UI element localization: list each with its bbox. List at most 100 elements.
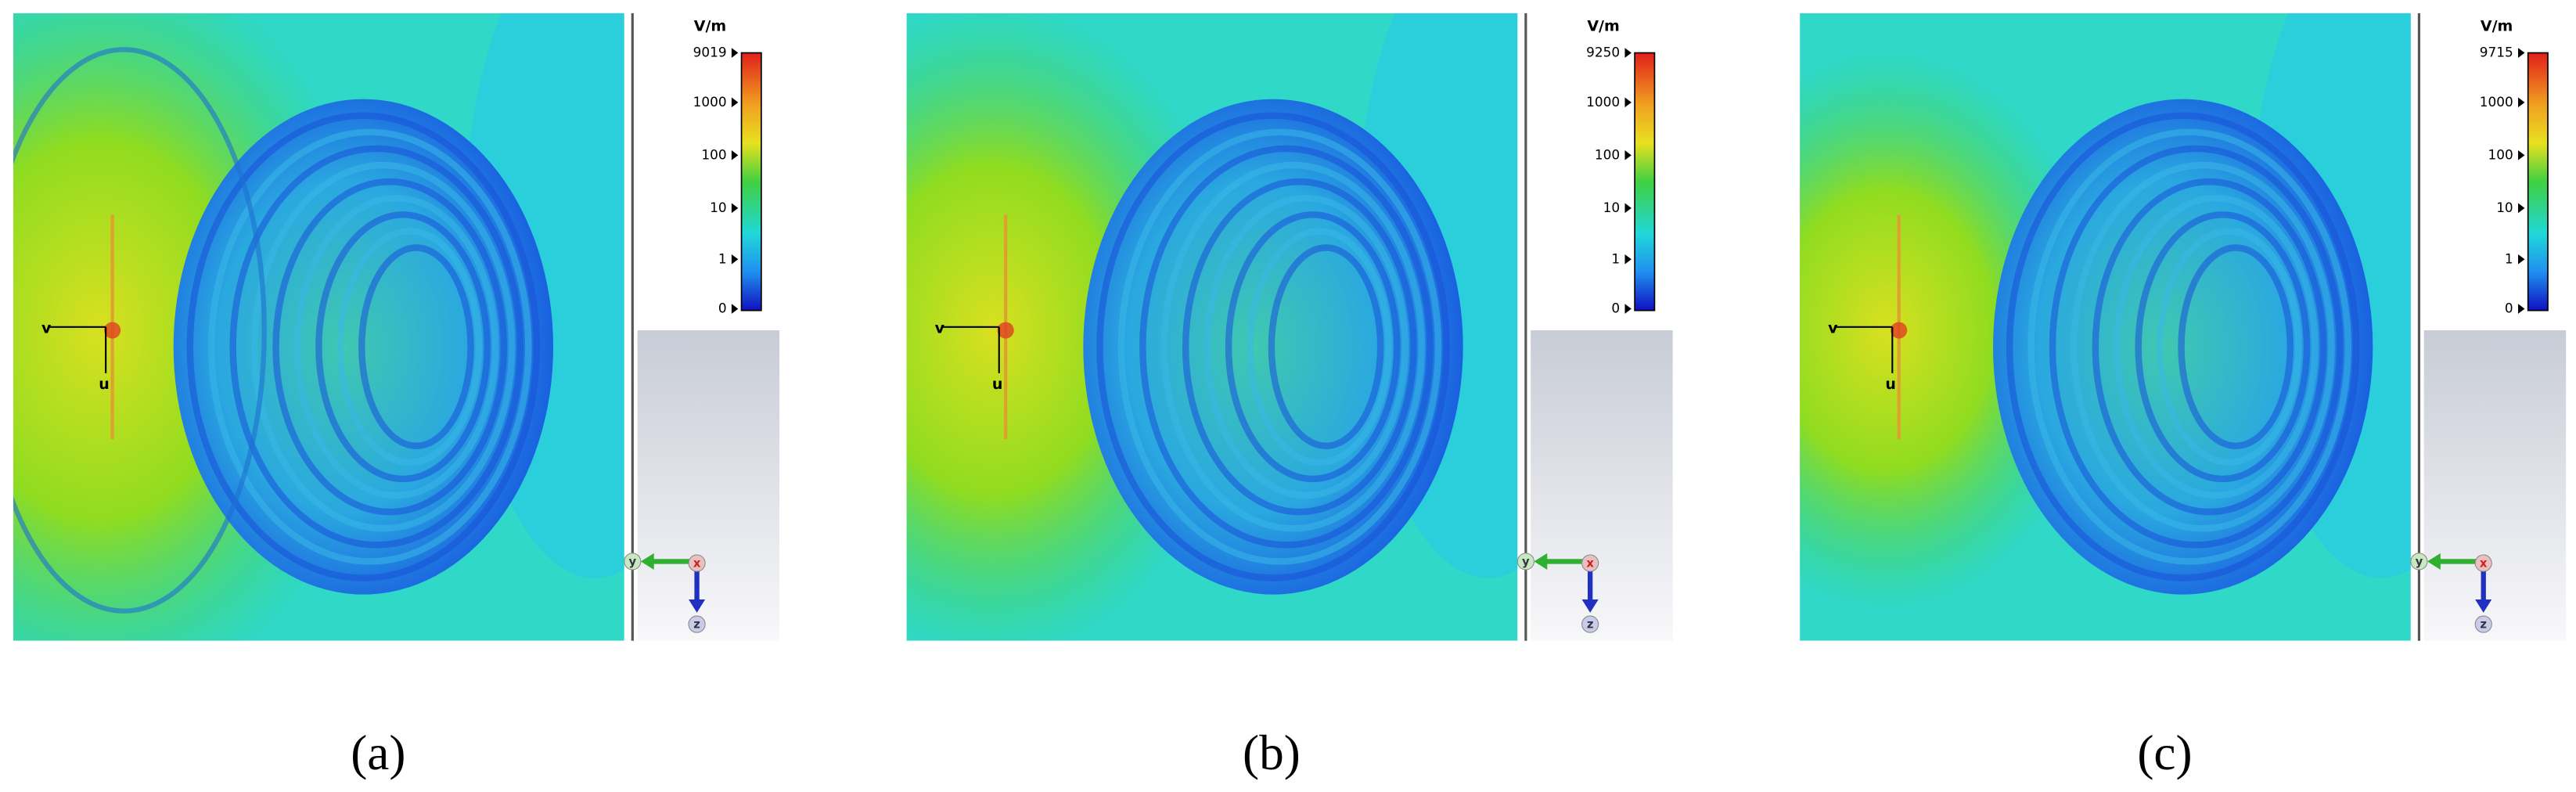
scale-tick bbox=[731, 304, 739, 314]
triad-z-head bbox=[689, 599, 706, 613]
field-stripe bbox=[1182, 178, 1417, 516]
field-stripe bbox=[186, 112, 541, 581]
field-stripe bbox=[2178, 244, 2294, 449]
scale-label: 1 bbox=[1611, 250, 1620, 266]
scale-tick bbox=[1624, 150, 1632, 160]
field-stripe bbox=[336, 228, 483, 466]
view-panel bbox=[2423, 330, 2567, 641]
scale-label: 100 bbox=[1595, 146, 1620, 162]
scale-tick bbox=[2518, 254, 2525, 265]
scale-label: 1000 bbox=[693, 94, 727, 110]
field-stripe bbox=[1247, 228, 1392, 466]
scale-label: 0 bbox=[718, 301, 727, 316]
triad-label: z bbox=[693, 618, 700, 632]
triad-node bbox=[688, 554, 706, 572]
field-plot bbox=[906, 13, 1518, 641]
triad-label: z bbox=[2480, 618, 2487, 632]
field-plot bbox=[1800, 13, 2411, 641]
field-stripe bbox=[2156, 228, 2302, 466]
triad-label: y bbox=[628, 555, 636, 568]
scale-label: 0 bbox=[1611, 301, 1620, 316]
field-stripe bbox=[2092, 178, 2327, 516]
triad-label: z bbox=[1587, 618, 1594, 632]
triad-node bbox=[2474, 554, 2492, 572]
scale-tick bbox=[1624, 304, 1632, 314]
field-stripe bbox=[2071, 161, 2335, 532]
feed-point bbox=[1891, 322, 1908, 339]
scale-label: 9715 bbox=[2480, 45, 2513, 60]
triad-node bbox=[688, 615, 706, 633]
unit-label: V/m bbox=[694, 17, 726, 34]
scale-label: 0 bbox=[2505, 301, 2513, 316]
triad-node bbox=[1581, 554, 1599, 572]
scale-tick bbox=[2518, 203, 2525, 214]
field-stripe bbox=[272, 178, 507, 516]
caption: (a) bbox=[351, 725, 405, 780]
field-stripe bbox=[2006, 112, 2360, 581]
scale-label: 10 bbox=[2496, 200, 2513, 215]
field-stripe bbox=[315, 211, 491, 483]
scale-label: 1 bbox=[718, 250, 727, 266]
scale-tick bbox=[1624, 254, 1632, 265]
scale-label: 9250 bbox=[1586, 45, 1620, 60]
field-stripe bbox=[2135, 211, 2311, 483]
scale-tick bbox=[1624, 97, 1632, 108]
scale-label: 1000 bbox=[1586, 94, 1620, 110]
triad-y-head bbox=[2427, 553, 2441, 570]
scale-tick bbox=[2518, 150, 2525, 160]
color-bar bbox=[1634, 52, 1656, 311]
scale-tick bbox=[731, 48, 739, 58]
triad-node bbox=[624, 553, 642, 571]
field-stripe bbox=[1160, 161, 1426, 532]
triad-node bbox=[1516, 553, 1534, 571]
feed-point bbox=[997, 322, 1014, 339]
triad-y-head bbox=[640, 553, 654, 570]
field-stripe bbox=[1096, 112, 1450, 581]
triad-z-head bbox=[2475, 599, 2492, 613]
triad-label: x bbox=[2480, 557, 2488, 571]
field-stripe bbox=[293, 194, 499, 499]
caption: (c) bbox=[2137, 725, 2192, 780]
scale-label: 9019 bbox=[693, 45, 727, 60]
color-bar bbox=[740, 52, 762, 311]
axis-label: v bbox=[41, 319, 52, 337]
scale-label: 1 bbox=[2505, 250, 2513, 266]
scale-tick bbox=[2518, 304, 2525, 314]
arc bbox=[13, 47, 267, 614]
field-stripe bbox=[1225, 211, 1401, 483]
triad-node bbox=[2474, 615, 2492, 633]
field-plot bbox=[13, 13, 624, 641]
unit-label: V/m bbox=[2481, 17, 2513, 34]
scale-tick bbox=[1624, 203, 1632, 214]
scale-tick bbox=[731, 203, 739, 214]
field-stripe bbox=[2027, 128, 2351, 565]
triad-z-head bbox=[1581, 599, 1599, 613]
triad-node bbox=[2410, 553, 2428, 571]
scale-tick bbox=[731, 254, 739, 265]
scale-tick bbox=[1624, 48, 1632, 58]
field-stripe bbox=[229, 145, 524, 549]
scale-tick bbox=[2518, 97, 2525, 108]
triad-label: x bbox=[1586, 557, 1594, 571]
field-stripe bbox=[2049, 145, 2344, 549]
view-panel bbox=[1531, 330, 1673, 641]
view-panel bbox=[637, 330, 780, 641]
scale-label: 10 bbox=[1603, 200, 1620, 215]
triad-label: x bbox=[693, 557, 701, 571]
axis-label: v bbox=[935, 319, 945, 337]
axis-label: u bbox=[992, 376, 1003, 393]
scale-label: 100 bbox=[701, 146, 726, 162]
scale-tick bbox=[731, 97, 739, 108]
field-stripe bbox=[358, 244, 474, 449]
scale-tick bbox=[2518, 48, 2525, 58]
field-stripe bbox=[1117, 128, 1442, 565]
field-stripe bbox=[1203, 194, 1409, 499]
axis-label: v bbox=[1828, 319, 1838, 337]
axis-label: u bbox=[99, 376, 110, 393]
scale-tick bbox=[731, 150, 739, 160]
field-stripe bbox=[250, 161, 516, 532]
field-stripe bbox=[208, 128, 532, 565]
